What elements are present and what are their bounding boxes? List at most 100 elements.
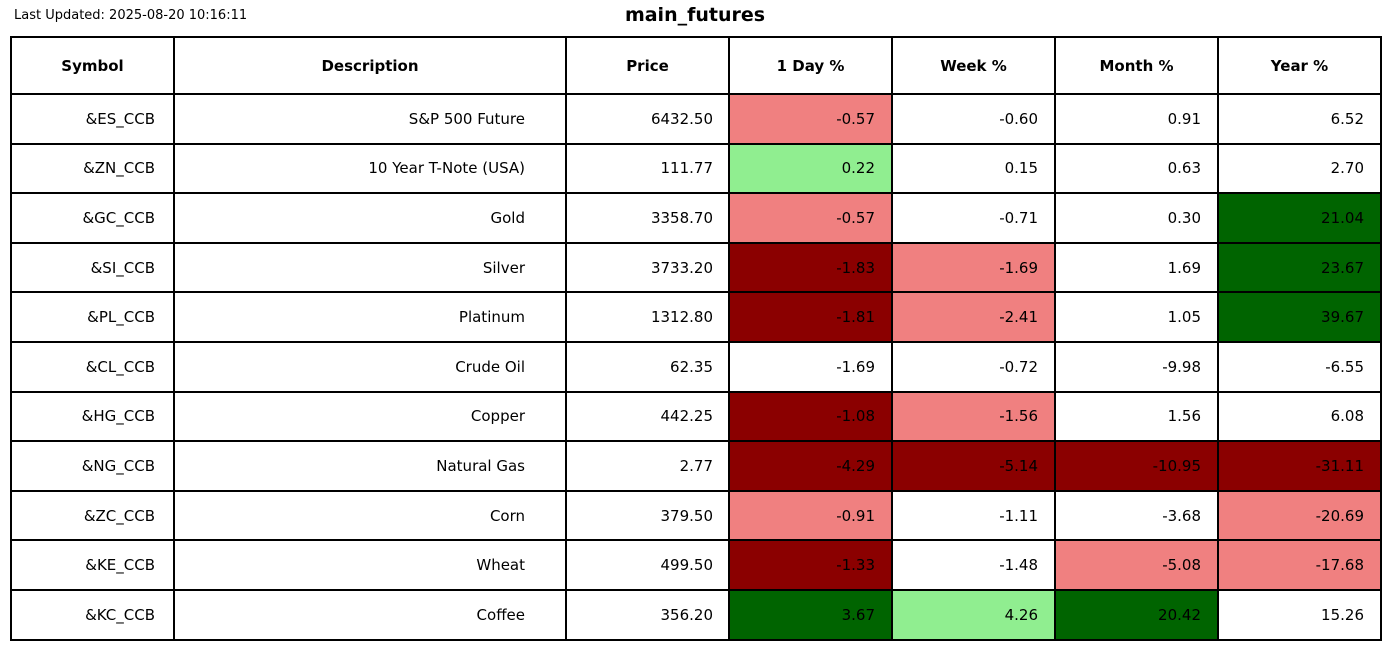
price-cell: 111.77 — [565, 142, 730, 195]
column-header-6: Year % — [1217, 36, 1382, 95]
description-cell: Corn — [173, 489, 567, 542]
price-cell: 356.20 — [565, 588, 730, 641]
description-cell: Natural Gas — [173, 440, 567, 492]
description-cell: S&P 500 Future — [173, 93, 567, 145]
pct-month-cell: 1.05 — [1054, 291, 1219, 343]
table-row: &PL_CCB Platinum 1312.80 -1.81 -2.41 1.0… — [10, 291, 1382, 343]
pct-week-cell: -5.14 — [891, 440, 1056, 492]
pct-1day-cell: -1.83 — [728, 241, 893, 294]
table-row: &KC_CCB Coffee 356.20 3.67 4.26 20.42 15… — [10, 588, 1382, 641]
pct-week-cell: -1.11 — [891, 489, 1056, 542]
table-row: &GC_CCB Gold 3358.70 -0.57 -0.71 0.30 21… — [10, 192, 1382, 244]
pct-week-cell: 0.15 — [891, 142, 1056, 195]
pct-1day-cell: -1.69 — [728, 340, 893, 393]
symbol-cell: &KE_CCB — [10, 539, 175, 591]
pct-1day-cell: 3.67 — [728, 588, 893, 641]
pct-year-cell: -20.69 — [1217, 489, 1382, 542]
price-cell: 499.50 — [565, 539, 730, 591]
pct-week-cell: -2.41 — [891, 291, 1056, 343]
pct-year-cell: 39.67 — [1217, 291, 1382, 343]
pct-year-cell: 6.52 — [1217, 93, 1382, 145]
symbol-cell: &NG_CCB — [10, 440, 175, 492]
symbol-cell: &KC_CCB — [10, 588, 175, 641]
symbol-cell: &ES_CCB — [10, 93, 175, 145]
price-cell: 62.35 — [565, 340, 730, 393]
column-header-3: 1 Day % — [728, 36, 893, 95]
description-cell: Coffee — [173, 588, 567, 641]
table-row: &ES_CCB S&P 500 Future 6432.50 -0.57 -0.… — [10, 93, 1382, 145]
pct-year-cell: 2.70 — [1217, 142, 1382, 195]
column-header-0: Symbol — [10, 36, 175, 95]
price-cell: 3358.70 — [565, 192, 730, 244]
pct-1day-cell: -1.08 — [728, 390, 893, 443]
table-row: &ZC_CCB Corn 379.50 -0.91 -1.11 -3.68 -2… — [10, 489, 1382, 542]
pct-1day-cell: -1.81 — [728, 291, 893, 343]
last-updated-text: Last Updated: 2025-08-20 10:16:11 — [14, 8, 248, 23]
pct-year-cell: 21.04 — [1217, 192, 1382, 244]
description-cell: Silver — [173, 241, 567, 294]
pct-1day-cell: -1.33 — [728, 539, 893, 591]
table-row: &HG_CCB Copper 442.25 -1.08 -1.56 1.56 6… — [10, 390, 1382, 443]
symbol-cell: &CL_CCB — [10, 340, 175, 393]
pct-month-cell: -5.08 — [1054, 539, 1219, 591]
table-header-row: Symbol Description Price 1 Day % Week % Month… — [10, 36, 1382, 95]
description-cell: Gold — [173, 192, 567, 244]
pct-month-cell: 0.30 — [1054, 192, 1219, 244]
column-header-2: Price — [565, 36, 730, 95]
pct-month-cell: -9.98 — [1054, 340, 1219, 393]
column-header-1: Description — [173, 36, 567, 95]
symbol-cell: &PL_CCB — [10, 291, 175, 343]
pct-week-cell: -1.48 — [891, 539, 1056, 591]
pct-month-cell: 1.69 — [1054, 241, 1219, 294]
pct-month-cell: 0.63 — [1054, 142, 1219, 195]
price-cell: 442.25 — [565, 390, 730, 443]
pct-month-cell: -3.68 — [1054, 489, 1219, 542]
pct-year-cell: 23.67 — [1217, 241, 1382, 294]
pct-1day-cell: -4.29 — [728, 440, 893, 492]
pct-week-cell: -0.60 — [891, 93, 1056, 145]
pct-year-cell: 6.08 — [1217, 390, 1382, 443]
column-header-4: Week % — [891, 36, 1056, 95]
pct-year-cell: 15.26 — [1217, 588, 1382, 641]
column-header-5: Month % — [1054, 36, 1219, 95]
pct-month-cell: -10.95 — [1054, 440, 1219, 492]
pct-month-cell: 1.56 — [1054, 390, 1219, 443]
price-cell: 379.50 — [565, 489, 730, 542]
table-row: &KE_CCB Wheat 499.50 -1.33 -1.48 -5.08 -… — [10, 539, 1382, 591]
symbol-cell: &ZC_CCB — [10, 489, 175, 542]
symbol-cell: &GC_CCB — [10, 192, 175, 244]
pct-week-cell: 4.26 — [891, 588, 1056, 641]
table-row: &SI_CCB Silver 3733.20 -1.83 -1.69 1.69 … — [10, 241, 1382, 294]
description-cell: Platinum — [173, 291, 567, 343]
pct-month-cell: 0.91 — [1054, 93, 1219, 145]
table-body: &ES_CCB S&P 500 Future 6432.50 -0.57 -0.… — [10, 93, 1382, 641]
table-row: &NG_CCB Natural Gas 2.77 -4.29 -5.14 -10… — [10, 440, 1382, 492]
pct-1day-cell: -0.91 — [728, 489, 893, 542]
price-cell: 2.77 — [565, 440, 730, 492]
price-cell: 1312.80 — [565, 291, 730, 343]
symbol-cell: &ZN_CCB — [10, 142, 175, 195]
pct-week-cell: -1.56 — [891, 390, 1056, 443]
price-cell: 6432.50 — [565, 93, 730, 145]
pct-1day-cell: -0.57 — [728, 192, 893, 244]
pct-week-cell: -0.71 — [891, 192, 1056, 244]
description-cell: Copper — [173, 390, 567, 443]
description-cell: Crude Oil — [173, 340, 567, 393]
price-cell: 3733.20 — [565, 241, 730, 294]
pct-1day-cell: 0.22 — [728, 142, 893, 195]
symbol-cell: &SI_CCB — [10, 241, 175, 294]
pct-year-cell: -6.55 — [1217, 340, 1382, 393]
pct-1day-cell: -0.57 — [728, 93, 893, 145]
symbol-cell: &HG_CCB — [10, 390, 175, 443]
page-title: main_futures — [624, 4, 766, 26]
futures-table: Symbol Description Price 1 Day % Week % Month… — [10, 36, 1382, 641]
pct-week-cell: -0.72 — [891, 340, 1056, 393]
description-cell: 10 Year T-Note (USA) — [173, 142, 567, 195]
table-row: &ZN_CCB 10 Year T-Note (USA) 111.77 0.22… — [10, 142, 1382, 195]
description-cell: Wheat — [173, 539, 567, 591]
pct-year-cell: -31.11 — [1217, 440, 1382, 492]
pct-year-cell: -17.68 — [1217, 539, 1382, 591]
pct-month-cell: 20.42 — [1054, 588, 1219, 641]
table-row: &CL_CCB Crude Oil 62.35 -1.69 -0.72 -9.9… — [10, 340, 1382, 393]
